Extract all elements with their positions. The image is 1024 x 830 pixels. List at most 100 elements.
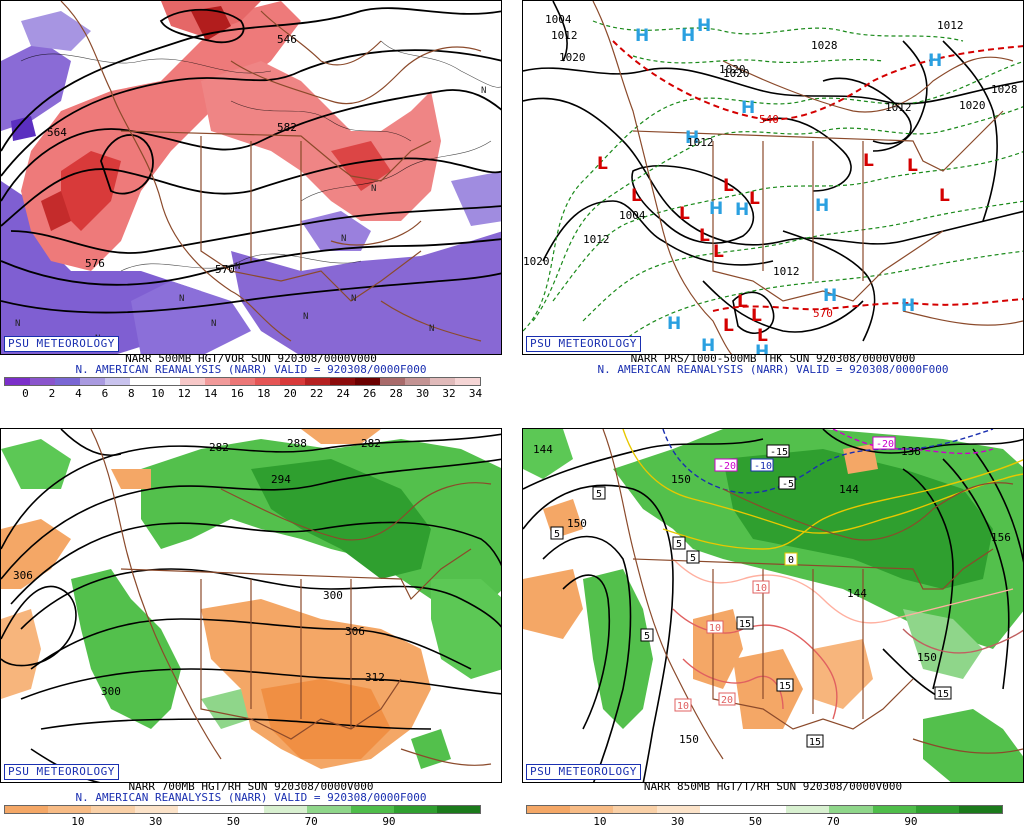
temperature-label: 15 <box>779 681 791 692</box>
colorbar-tick-label: 6 <box>101 387 109 400</box>
colorbar-swatch <box>829 806 873 813</box>
dry-region <box>813 639 873 709</box>
colorbar-swatch <box>786 806 830 813</box>
high-pressure-marker: H <box>823 286 837 306</box>
colorbar-tick-label: 90 <box>382 815 396 828</box>
chart-subtitle: N. AMERICAN REANALYSIS (NARR) VALID = 92… <box>597 363 949 376</box>
temperature-label: -20 <box>876 439 894 450</box>
colorbar-swatch <box>130 378 155 385</box>
contour-label: 306 <box>13 569 33 582</box>
contour-label: 306 <box>345 625 365 638</box>
contour-label: 1004 <box>619 209 646 222</box>
high-pressure-marker: H <box>741 98 755 118</box>
high-vorticity-region <box>191 6 231 41</box>
temperature-label: 10 <box>709 623 721 634</box>
low-pressure-marker: L <box>737 292 748 312</box>
high-pressure-marker: H <box>685 128 699 148</box>
pressure-map: H H H H H H H H H H H H H H L L L L L <box>522 0 1024 355</box>
high-vorticity-region <box>61 151 121 231</box>
low-vorticity-region <box>451 171 501 226</box>
t850-panel: 144 150 138 144 156 150 150 144 150 -20 … <box>522 428 1024 830</box>
colorbar-tick-label: 10 <box>71 815 85 828</box>
chart-title: NARR 700MB HGT/RH SUN 920308/0000V000 <box>128 780 374 793</box>
contour-label: 1020 <box>719 63 746 76</box>
temperature-label: -5 <box>782 479 794 490</box>
chart-subtitle: N. AMERICAN REANALYSIS (NARR) VALID = 92… <box>75 791 427 804</box>
svg-text:N: N <box>429 324 434 334</box>
colorbar-swatch <box>570 806 614 813</box>
low-pressure-marker: L <box>863 151 874 171</box>
contour-label: 150 <box>567 517 587 530</box>
vorticity-colorbar <box>4 377 481 386</box>
contour-label: 138 <box>901 445 921 458</box>
low-pressure-marker: L <box>757 326 768 346</box>
contour-label: 576 <box>85 257 105 270</box>
colorbar-swatch <box>55 378 80 385</box>
contour-label: 150 <box>917 651 937 664</box>
colorbar-tick-label: 34 <box>468 387 483 400</box>
low-pressure-marker: L <box>751 306 762 326</box>
colorbar-tick-label: 20 <box>283 387 297 400</box>
chart-subtitle: N. AMERICAN REANALYSIS (NARR) VALID = 92… <box>75 363 427 376</box>
low-pressure-marker: L <box>723 176 734 196</box>
colorbar-swatch <box>656 806 700 813</box>
colorbar-tick-label: 50 <box>748 815 763 828</box>
contour-label: 312 <box>365 671 385 684</box>
colorbar-swatch <box>613 806 657 813</box>
rh700-map: 282 288 282 294 306 300 306 312 300 <box>0 428 502 783</box>
contour-label: 1012 <box>937 19 964 32</box>
dry-region <box>111 469 151 489</box>
low-vorticity-region <box>11 116 36 141</box>
colorbar-tick-label: 26 <box>362 387 377 400</box>
moist-region <box>71 569 181 729</box>
low-vorticity-region <box>231 231 501 354</box>
contour-label: 570 <box>813 307 833 320</box>
temperature-label: 5 <box>690 553 696 564</box>
moist-region <box>431 579 501 679</box>
colorbar-swatch <box>134 806 178 813</box>
rh700-panel: 282 288 282 294 306 300 306 312 300 PSU … <box>0 428 502 830</box>
svg-text:N: N <box>371 184 376 194</box>
colorbar-swatch <box>699 806 743 813</box>
colorbar-swatch <box>958 806 1003 813</box>
svg-text:N: N <box>481 86 486 96</box>
temperature-label: 5 <box>596 489 602 500</box>
temperature-label: 15 <box>809 737 821 748</box>
high-pressure-marker: H <box>681 26 695 46</box>
psu-logo: PSU METEOROLOGY <box>4 764 119 780</box>
contour-label: 144 <box>847 587 867 600</box>
dry-region <box>261 679 391 759</box>
t850-colorbar-ticks: 10 30 50 70 90 <box>526 816 1003 828</box>
low-pressure-marker: L <box>749 189 760 209</box>
contour-label: 156 <box>991 531 1011 544</box>
contour-label: 570 <box>215 263 235 276</box>
contour-label: 294 <box>271 473 291 486</box>
colorbar-swatch <box>872 806 916 813</box>
moist-region <box>411 729 451 769</box>
moist-region <box>923 709 1023 782</box>
colorbar-swatch <box>105 378 130 385</box>
contour-label: 1012 <box>551 29 578 42</box>
temperature-label: 10 <box>677 701 689 712</box>
contour-label: 1012 <box>687 136 714 149</box>
colorbar-tick-label: 28 <box>389 387 403 400</box>
low-pressure-marker: L <box>907 156 918 176</box>
colorbar-swatch <box>155 378 180 385</box>
high-pressure-marker: H <box>928 51 942 71</box>
colorbar-swatch <box>30 378 55 385</box>
colorbar-swatch <box>180 378 205 385</box>
colorbar-tick-label: 22 <box>310 387 324 400</box>
contour-label: 1020 <box>723 67 750 80</box>
contour-label: 300 <box>323 589 343 602</box>
psu-logo: PSU METEOROLOGY <box>4 336 119 352</box>
high-pressure-marker: H <box>697 16 711 36</box>
colorbar-swatch <box>350 806 394 813</box>
moist-region <box>523 429 573 479</box>
svg-text:N: N <box>235 262 240 272</box>
colorbar-tick-label: 12 <box>177 387 191 400</box>
colorbar-swatch <box>330 378 355 385</box>
contour-label: 1028 <box>991 83 1018 96</box>
